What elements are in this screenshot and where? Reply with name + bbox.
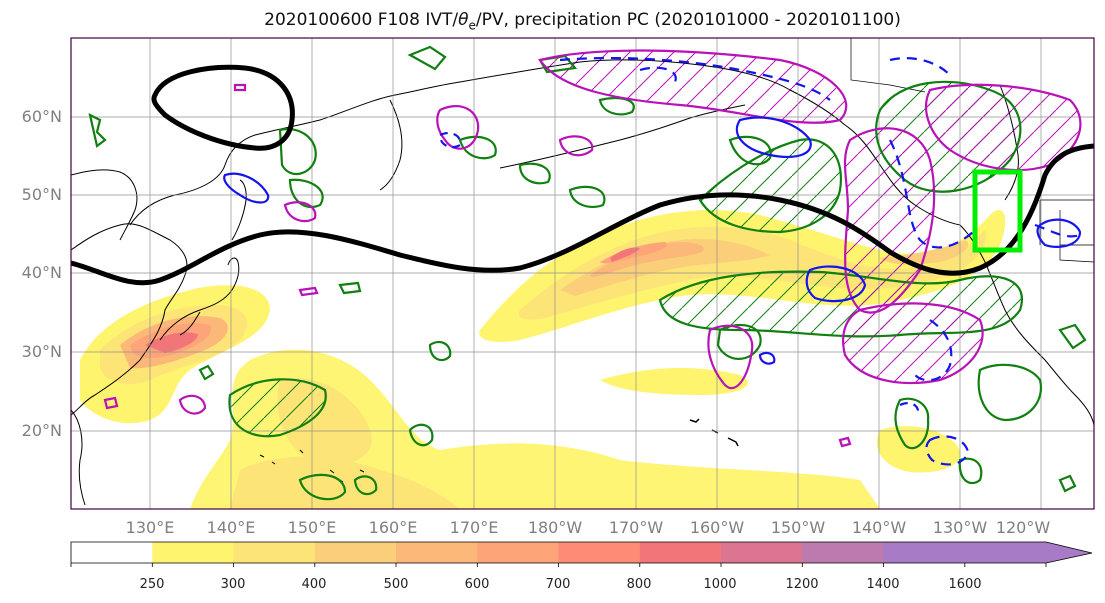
colorbar-label: 600 <box>465 577 490 592</box>
lon-label-180w: 180°W <box>528 518 583 537</box>
colorbar-label: 1200 <box>785 577 818 592</box>
lon-label-160e: 160°E <box>369 518 418 537</box>
colorbar-label: 1600 <box>948 577 981 592</box>
lat-label-20: 20°N <box>22 421 62 440</box>
lon-label-170e: 170°E <box>450 518 499 537</box>
colorbar-cell <box>71 542 153 563</box>
colorbar-cell <box>477 542 560 563</box>
colorbar-label: 1400 <box>866 577 899 592</box>
lon-label-130w: 130°W <box>933 518 988 537</box>
colorbar-label: 400 <box>302 577 327 592</box>
colorbar-cell <box>721 542 803 563</box>
lon-label-160w: 160°W <box>690 518 745 537</box>
colorbar-label: 800 <box>627 577 652 592</box>
jet-stream-contour <box>71 64 1094 286</box>
lat-label-40: 40°N <box>22 263 62 282</box>
blue-contours <box>223 56 1082 466</box>
colorbar-label: 300 <box>221 577 246 592</box>
colorbar-cell <box>802 542 885 563</box>
magenta-hatched-regions <box>540 50 1081 383</box>
lat-label-30: 30°N <box>22 342 62 361</box>
lon-label-130e: 130°E <box>126 518 175 537</box>
colorbar-cell <box>396 542 478 563</box>
lon-label-140w: 140°W <box>852 518 907 537</box>
colorbar-label: 700 <box>546 577 571 592</box>
colorbar-label: 250 <box>140 577 165 592</box>
colorbar-cell <box>314 542 397 563</box>
colorbar-cell <box>883 542 966 563</box>
colorbar-cell <box>152 542 235 563</box>
theta-e-contours <box>88 45 1087 501</box>
colorbar: 250 300 400 500 600 700 800 1000 1200 14… <box>70 541 1093 592</box>
lon-label-170w: 170°W <box>609 518 664 537</box>
colorbar-outline <box>70 541 1093 564</box>
colorbar-label: 1000 <box>703 577 736 592</box>
map-border <box>70 37 1095 510</box>
colorbar-label: 500 <box>384 577 409 592</box>
colorbar-cell <box>558 542 641 563</box>
lon-label-150e: 150°E <box>288 518 337 537</box>
region-highlight-box <box>972 169 1023 253</box>
colorbar-cell <box>964 542 1047 563</box>
figure-title: 2020100600 F108 IVT/θe/PV, precipitation… <box>264 10 901 33</box>
lon-label-120w: 120°W <box>996 518 1051 537</box>
colorbar-extend-arrow <box>1046 542 1092 563</box>
colorbar-cell <box>233 542 316 563</box>
lon-label-150w: 150°W <box>771 518 826 537</box>
colorbar-cell <box>639 542 722 563</box>
lon-label-140e: 140°E <box>207 518 256 537</box>
lat-label-50: 50°N <box>22 185 62 204</box>
lat-label-60: 60°N <box>22 107 62 126</box>
